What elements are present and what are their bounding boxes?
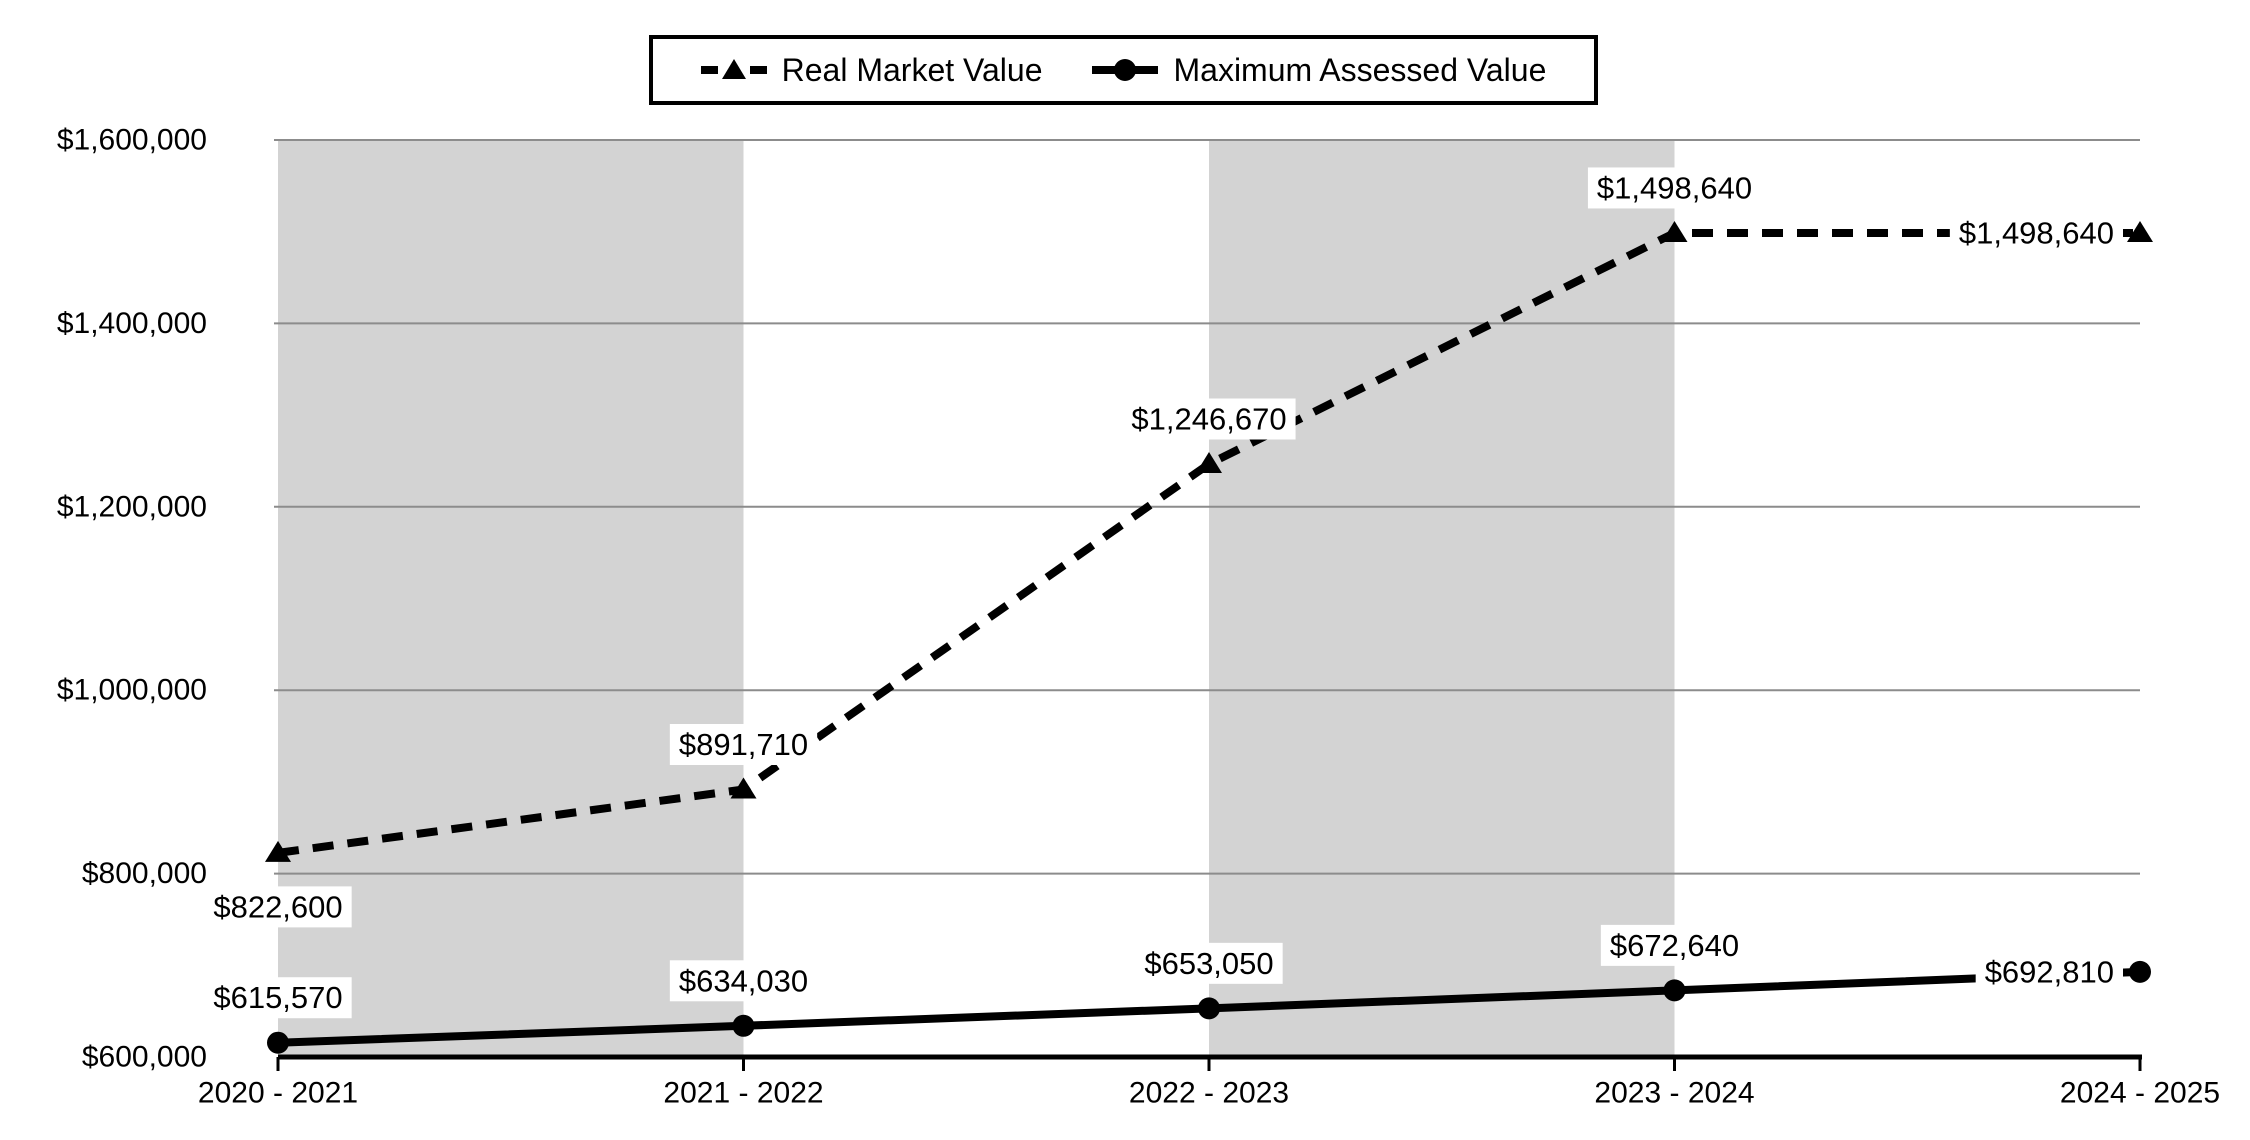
data-label-background bbox=[204, 886, 352, 928]
x-axis-tick-label: 2022 - 2023 bbox=[1129, 1077, 1289, 1110]
y-axis-tick-label: $1,000,000 bbox=[57, 674, 207, 707]
data-label-maximum-assessed-value: $672,640 bbox=[1610, 928, 1739, 963]
legend: Real Market Value Maximum Assessed Value bbox=[649, 35, 1598, 105]
legend-label-maximum-assessed-value: Maximum Assessed Value bbox=[1173, 51, 1547, 88]
triangle-marker-real-market-value bbox=[730, 777, 757, 799]
triangle-marker-real-market-value bbox=[2127, 220, 2153, 242]
data-label-real-market-value: $891,710 bbox=[679, 727, 808, 762]
x-axis-tick-label: 2023 - 2024 bbox=[1594, 1077, 1754, 1110]
data-label-background bbox=[1975, 951, 2123, 993]
circle-marker-maximum-assessed-value bbox=[1663, 979, 1686, 1002]
y-axis-tick-label: $1,200,000 bbox=[57, 490, 207, 523]
data-label-real-market-value: $822,600 bbox=[213, 889, 342, 924]
data-label-real-market-value: $1,498,640 bbox=[1959, 215, 2114, 250]
dashed-line-triangle-marker-icon bbox=[700, 59, 767, 79]
circle-marker-maximum-assessed-value bbox=[1198, 997, 1220, 1020]
circle-marker-maximum-assessed-value bbox=[732, 1014, 755, 1037]
data-label-maximum-assessed-value: $634,030 bbox=[679, 963, 808, 998]
data-label-background bbox=[1135, 942, 1283, 984]
data-label-background bbox=[1600, 924, 1749, 966]
data-label-background bbox=[669, 960, 818, 1002]
triangle-marker-real-market-value bbox=[265, 840, 291, 862]
solid-line-circle-marker-icon bbox=[1092, 59, 1159, 81]
data-label-maximum-assessed-value: $615,570 bbox=[213, 980, 342, 1015]
data-label-background bbox=[1587, 167, 1762, 209]
data-label-background bbox=[669, 724, 818, 766]
y-axis-tick-label: $1,400,000 bbox=[57, 307, 207, 340]
circle-marker-maximum-assessed-value bbox=[267, 1031, 289, 1054]
data-label-maximum-assessed-value: $692,810 bbox=[1985, 954, 2114, 989]
legend-entry-maximum-assessed-value: Maximum Assessed Value bbox=[1092, 52, 1546, 89]
shaded-band bbox=[278, 140, 744, 1057]
data-label-real-market-value: $1,498,640 bbox=[1597, 170, 1752, 205]
y-axis-tick-label: $600,000 bbox=[82, 1041, 207, 1074]
y-axis-tick-label: $1,600,000 bbox=[57, 124, 207, 157]
data-label-background bbox=[204, 977, 352, 1019]
shaded-band bbox=[1209, 140, 1675, 1057]
x-axis-tick-label: 2021 - 2022 bbox=[663, 1077, 823, 1110]
triangle-marker-real-market-value bbox=[1196, 452, 1222, 474]
data-label-background bbox=[1949, 212, 2123, 254]
triangle-marker-real-market-value bbox=[1661, 220, 1688, 242]
data-label-background bbox=[1122, 398, 1296, 440]
legend-entry-real-market-value: Real Market Value bbox=[700, 51, 1043, 89]
legend-label-real-market-value: Real Market Value bbox=[781, 51, 1043, 88]
y-axis-tick-label: $800,000 bbox=[82, 857, 207, 890]
x-axis-tick-label: 2024 - 2025 bbox=[2060, 1077, 2220, 1110]
data-label-real-market-value: $1,246,670 bbox=[1131, 402, 1286, 437]
data-label-maximum-assessed-value: $653,050 bbox=[1144, 946, 1273, 981]
x-axis-tick-label: 2020 - 2021 bbox=[198, 1077, 358, 1110]
circle-marker-maximum-assessed-value bbox=[2129, 960, 2151, 983]
